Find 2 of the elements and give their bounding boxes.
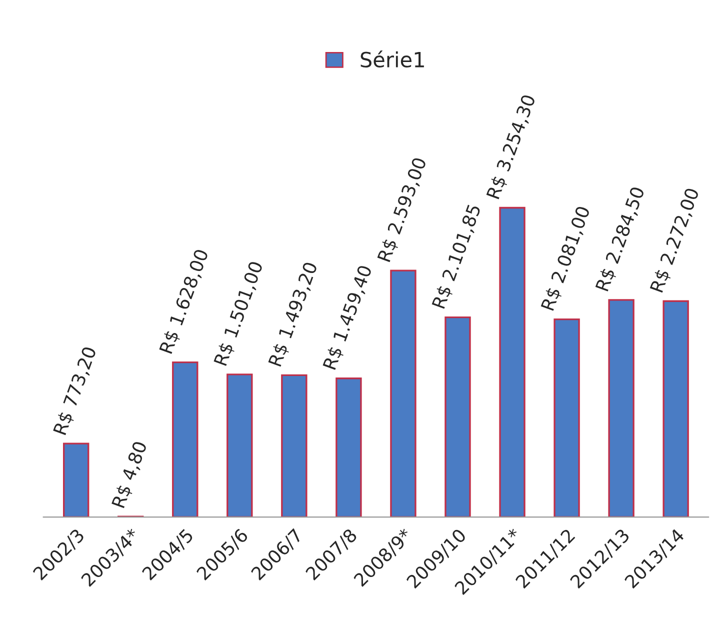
data-label: R$ 4,80	[111, 440, 150, 510]
legend-label: Série1	[360, 50, 424, 68]
